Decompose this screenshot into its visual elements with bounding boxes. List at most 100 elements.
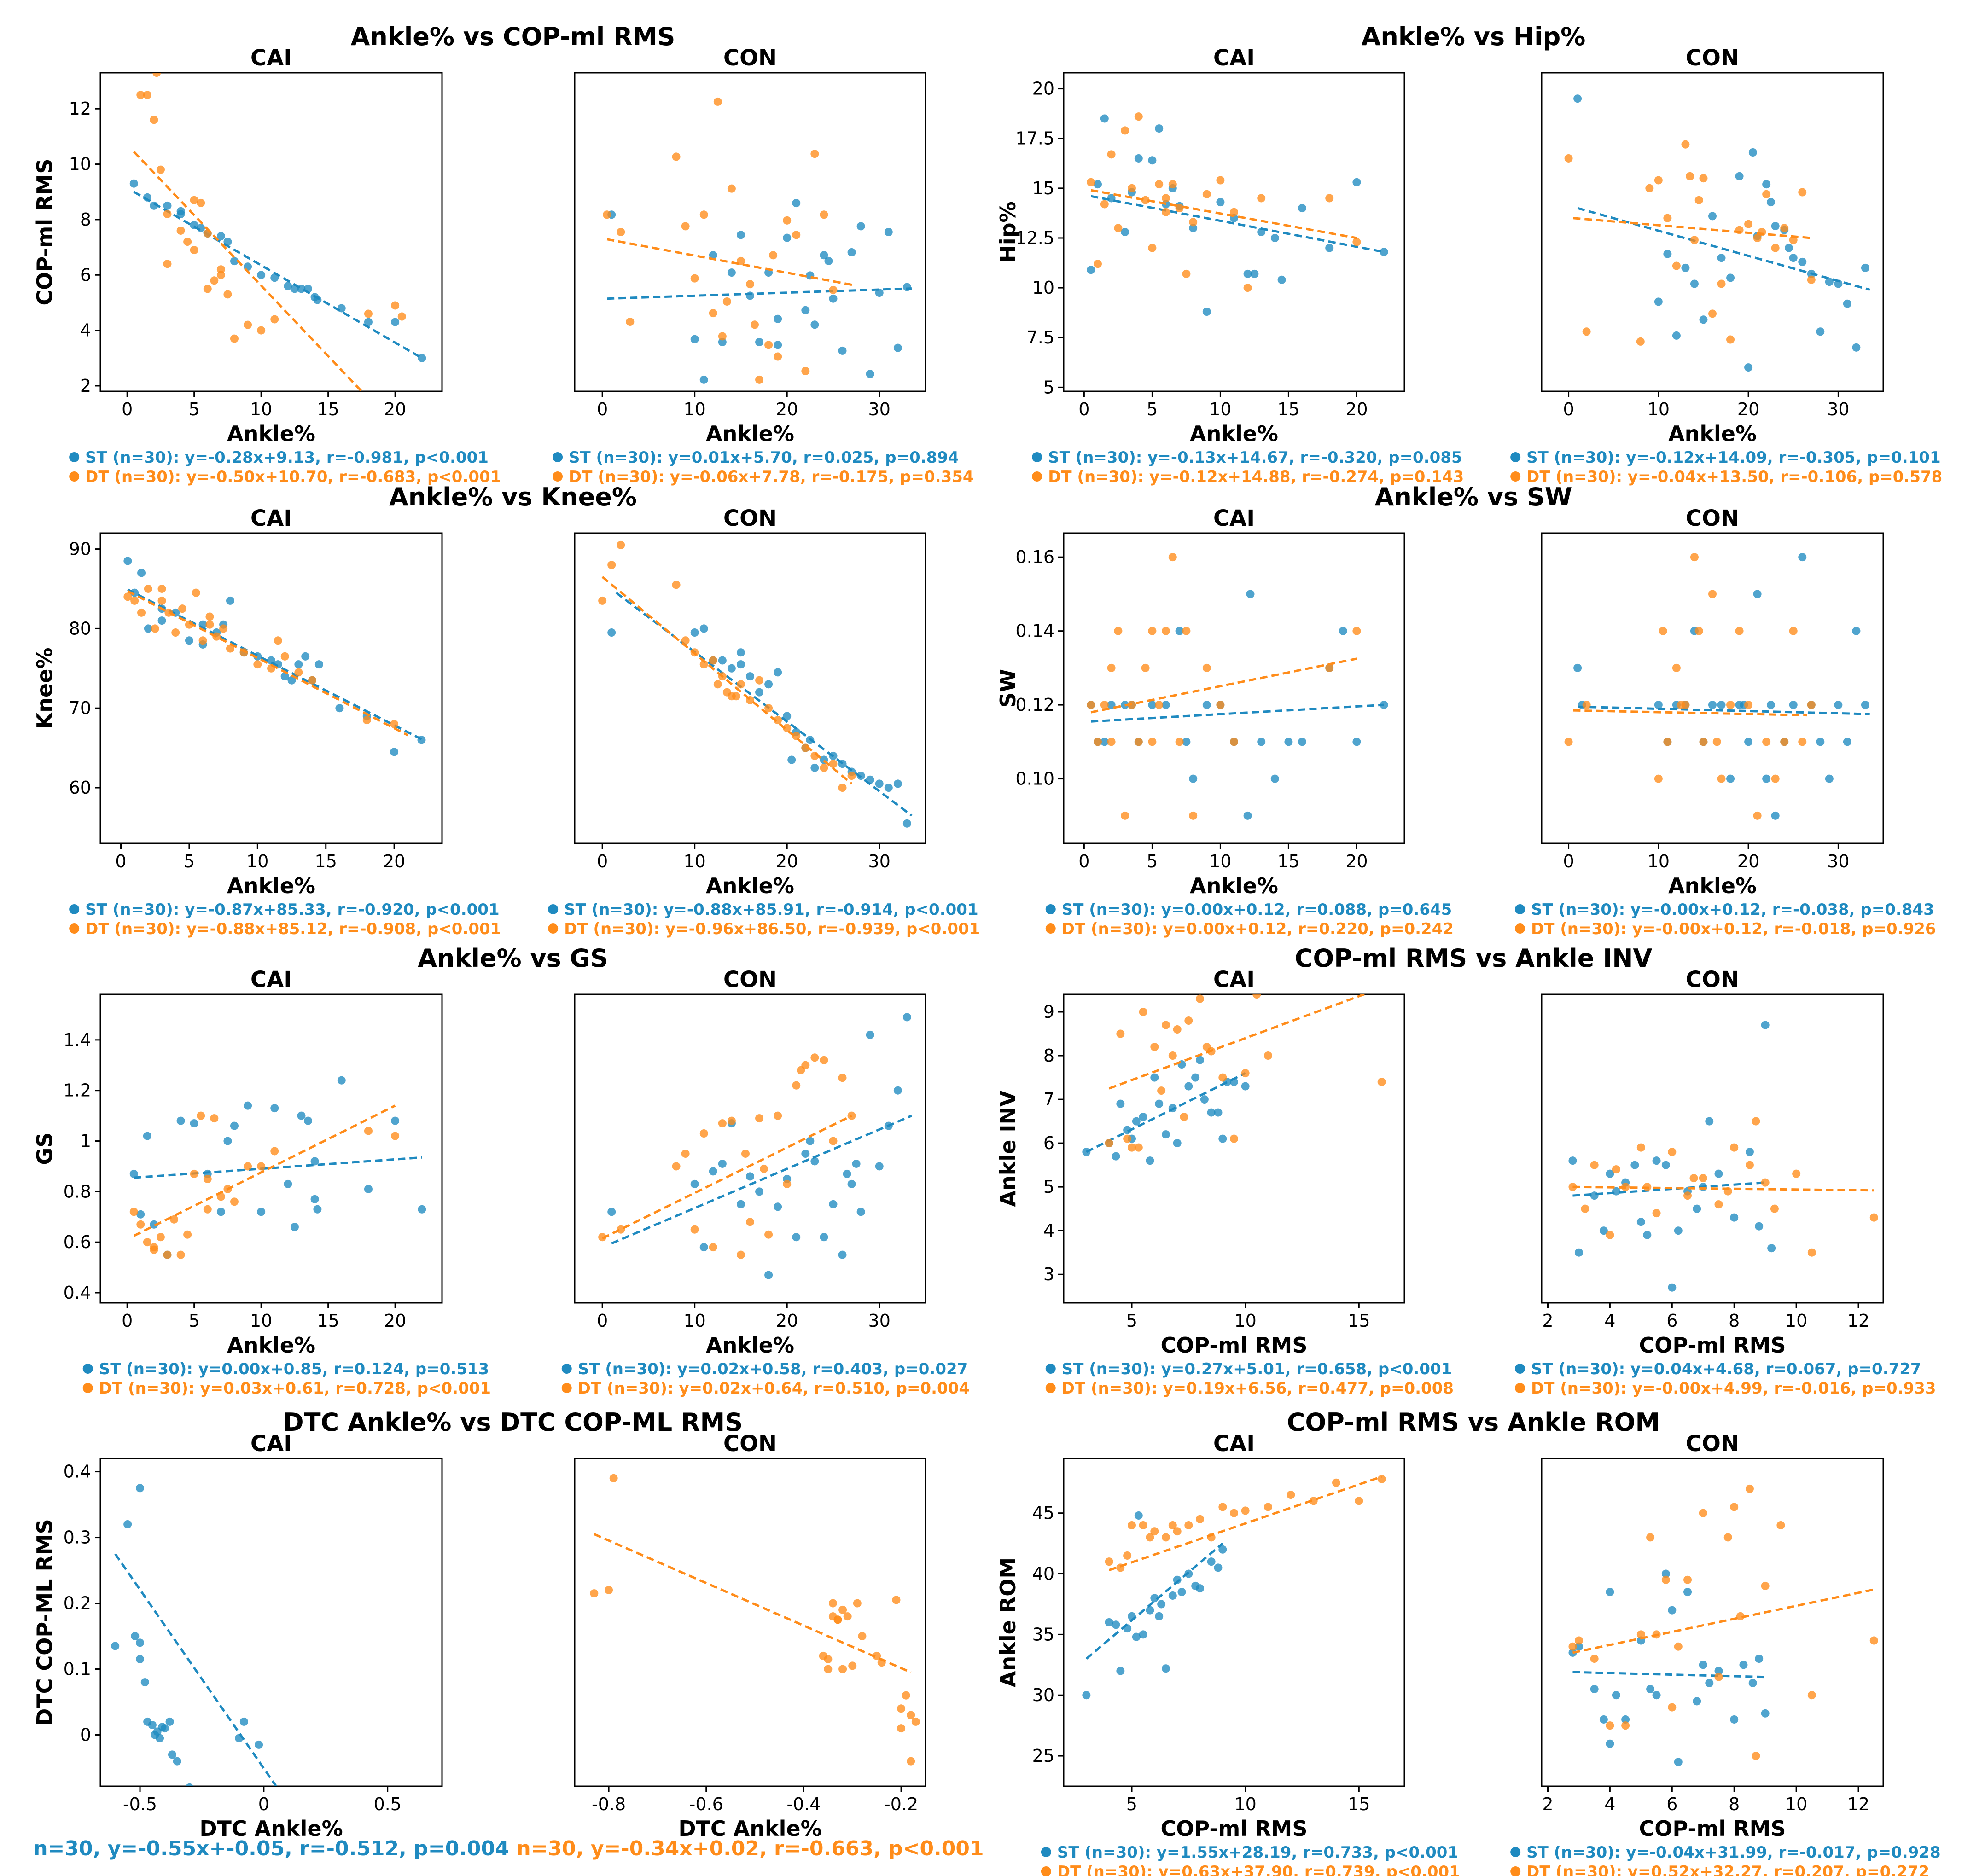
series-st [607, 199, 912, 384]
data-point-st [1284, 738, 1293, 746]
data-point-st [1705, 1679, 1714, 1687]
data-point-dt [144, 584, 152, 593]
x-tick-label: 10 [250, 399, 272, 419]
trend-line-st [1085, 1542, 1223, 1660]
data-point-st [1730, 1715, 1739, 1724]
data-point-st [301, 652, 310, 661]
data-point-dt [709, 1243, 717, 1252]
data-point-dt [257, 1162, 266, 1171]
data-point-st [1574, 1642, 1583, 1651]
data-point-dt [1107, 663, 1116, 672]
x-tick-label: 15 [1277, 851, 1299, 871]
data-point-dt [1744, 220, 1753, 228]
data-point-dt [722, 688, 731, 697]
x-tick-label: 0.5 [373, 1794, 401, 1814]
data-point-st [1146, 1156, 1154, 1165]
data-point-dt [1218, 1503, 1227, 1511]
data-point-st [1157, 1600, 1166, 1609]
trend-line-dt [133, 1104, 396, 1237]
data-point-dt [170, 1215, 179, 1224]
data-point-st [1767, 1244, 1776, 1253]
data-point-dt [257, 326, 266, 335]
data-point-dt [764, 1230, 773, 1239]
x-tick-label: 5 [1147, 851, 1158, 871]
trend-line-dt [1090, 189, 1357, 239]
data-point-st [1674, 1758, 1683, 1766]
data-point-st [1825, 278, 1834, 286]
trend-line-dt [133, 151, 363, 391]
data-point-dt [390, 720, 399, 728]
data-point-dt [253, 660, 262, 669]
data-point-dt [1202, 1043, 1211, 1051]
stats-dt: DT (n=30): y=-0.00x+4.99, r=-0.016, p=0.… [1531, 1379, 1936, 1398]
data-point-dt [1708, 590, 1717, 598]
x-tick-label: 6 [1666, 1311, 1677, 1331]
data-point-st [1214, 1563, 1223, 1572]
data-point-dt [1699, 738, 1708, 746]
data-point-st [1216, 198, 1225, 207]
data-point-st [230, 1121, 239, 1130]
data-point-dt [1094, 738, 1102, 746]
data-point-dt [1714, 1200, 1723, 1209]
data-point-dt [1636, 1143, 1645, 1152]
panel-title: CON [723, 967, 777, 993]
data-point-st [1246, 590, 1255, 598]
stats-dt: DT (n=30): y=0.52x+32.27, r=0.207, p=0.2… [1526, 1863, 1929, 1876]
y-tick-label: 30 [1032, 1685, 1054, 1705]
data-point-st [1207, 1108, 1216, 1117]
y-tick-label: 90 [69, 539, 91, 559]
data-point-st [1116, 1099, 1125, 1108]
data-point-dt [1590, 1655, 1599, 1663]
data-point-st [391, 318, 400, 326]
data-point-dt [1182, 627, 1191, 635]
plot-area [1087, 553, 1388, 820]
series-st [1082, 1511, 1227, 1700]
data-point-dt [1869, 1213, 1878, 1222]
legend-marker-dt [1041, 1866, 1051, 1876]
data-point-st [690, 335, 699, 343]
data-point-st [727, 664, 736, 673]
panel-title: CON [1686, 967, 1739, 993]
data-point-dt [1762, 190, 1771, 198]
data-point-dt [709, 309, 717, 318]
data-point-st [226, 596, 234, 605]
data-point-dt [617, 540, 625, 549]
data-point-dt [1182, 269, 1191, 278]
x-tick-label: 10 [250, 1311, 272, 1331]
data-point-dt [1100, 200, 1109, 209]
data-point-dt [672, 581, 681, 589]
x-tick-label: 5 [189, 399, 200, 419]
data-point-st [607, 628, 616, 637]
data-point-st [829, 294, 838, 303]
data-point-st [1652, 1691, 1661, 1700]
data-point-st [1162, 1130, 1170, 1139]
series-dt [1564, 553, 1816, 820]
data-point-st [1668, 1283, 1677, 1292]
data-point-dt [129, 1208, 138, 1216]
x-tick-label: 10 [684, 1311, 706, 1331]
data-point-dt [152, 73, 161, 77]
data-point-dt [1134, 1143, 1143, 1152]
data-point-dt [1780, 738, 1789, 746]
data-point-st [824, 256, 833, 265]
chart-panel: CAI 0 5 10 15 20 0.4 0.6 0.8 1 1.2 1.4 Ankle% GS ST (n… [32, 967, 491, 1398]
y-tick-label: 0.4 [64, 1462, 91, 1482]
data-point-st [1606, 1739, 1614, 1748]
data-point-st [1177, 1588, 1186, 1597]
x-tick-label: 10 [684, 399, 706, 419]
data-point-dt [792, 231, 801, 239]
data-point-dt [1352, 238, 1361, 246]
series-dt [1087, 112, 1361, 292]
y-tick-label: 12 [69, 99, 91, 119]
data-point-dt [1668, 1148, 1677, 1156]
data-point-dt [907, 1711, 915, 1719]
data-point-dt [1564, 154, 1573, 163]
data-point-st [1182, 738, 1191, 746]
stats-st: ST (n=30): y=-0.00x+0.12, r=-0.038, p=0.… [1531, 900, 1934, 919]
y-tick-label: 0.2 [64, 1593, 91, 1614]
y-tick-label: 4 [80, 320, 91, 341]
data-point-st [792, 199, 801, 208]
y-tick-label: 6 [80, 265, 91, 285]
data-point-dt [364, 1127, 373, 1135]
y-axis-label: Hip% [996, 201, 1020, 262]
